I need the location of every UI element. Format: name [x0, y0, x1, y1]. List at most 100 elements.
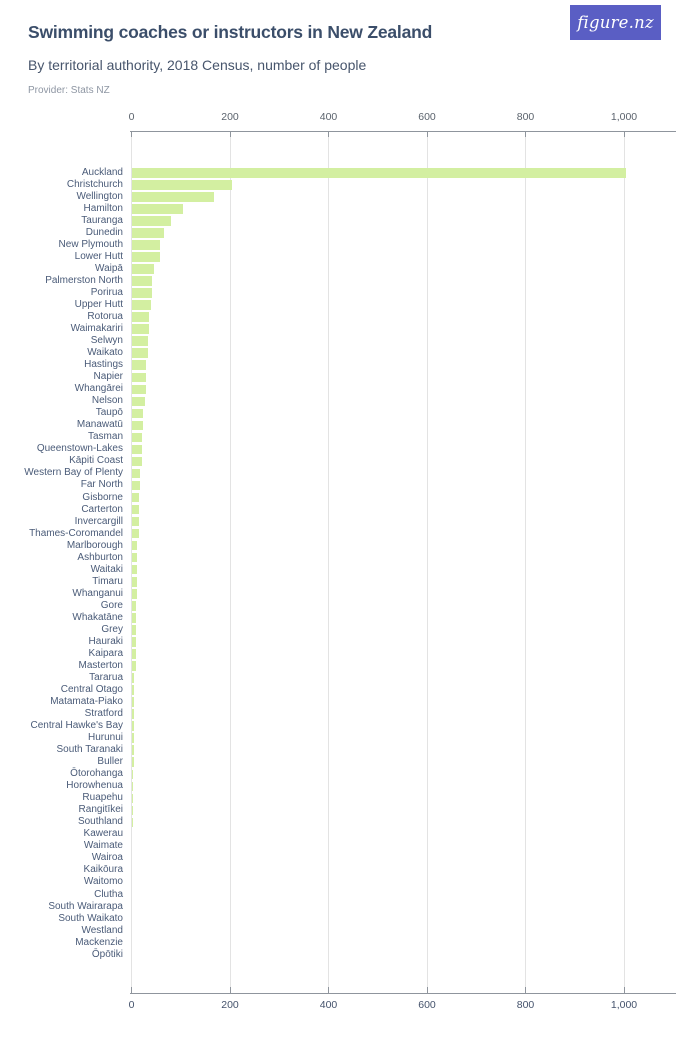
bar [131, 721, 135, 731]
row-label: Mackenzie [75, 936, 123, 948]
bar [131, 817, 133, 828]
row-label: Manawatū [76, 419, 123, 431]
bar [131, 228, 164, 238]
axis-tick-bottom [525, 987, 526, 993]
row-label: Waitomo [83, 876, 123, 888]
x-axis-tick-label-top: 600 [418, 111, 436, 123]
row-label: Kawerau [83, 828, 123, 840]
row-label: Ōtorohanga [70, 768, 123, 780]
row-label: Lower Hutt [74, 250, 123, 262]
page-title: Swimming coaches or instructors in New Z… [28, 22, 433, 42]
x-axis-tick-label-bottom: 800 [516, 999, 535, 1011]
row-label: Hamilton [83, 202, 123, 214]
row-label: Waipā [95, 262, 123, 274]
bar [131, 552, 138, 563]
row-label: Selwyn [90, 335, 123, 347]
bar [131, 264, 154, 274]
bar [131, 240, 160, 250]
bar [131, 589, 138, 599]
row-label: Clutha [94, 888, 123, 900]
x-axis-tick-label-bottom: 1,000 [610, 999, 638, 1011]
row-label: New Plymouth [58, 238, 123, 250]
bar [131, 300, 151, 310]
row-label: Matamata-Piako [50, 696, 123, 708]
x-axis-tick-label-bottom: 0 [128, 999, 135, 1011]
bar [131, 540, 138, 551]
axis-tick-top [328, 131, 329, 137]
row-label: Tasman [87, 431, 123, 443]
row-label: Hauraki [88, 635, 123, 647]
row-label: Masterton [78, 659, 123, 671]
row-label: Waitaki [90, 563, 123, 575]
x-axis-tick-label-top: 400 [319, 111, 338, 123]
bar [131, 733, 135, 743]
row-label: Gore [100, 599, 123, 611]
row-label: Rangitīkei [78, 804, 123, 816]
bar [131, 432, 142, 443]
bar [131, 492, 139, 503]
row-label: Central Hawke's Bay [30, 720, 124, 732]
x-axis-tick-label-bottom: 400 [319, 999, 338, 1011]
figure-nz-logo[interactable]: figure.nz [570, 5, 661, 40]
bar [131, 324, 150, 334]
gridline [328, 131, 329, 993]
x-axis-tick-label-top: 0 [128, 111, 135, 123]
bar [131, 336, 148, 346]
row-label: Central Otago [60, 683, 123, 695]
gridline [229, 131, 231, 993]
row-label: Nelson [91, 395, 123, 407]
row-label: Whangārei [74, 383, 123, 395]
row-label: Waimate [83, 840, 123, 852]
x-axis-tick-label-top: 200 [221, 111, 239, 123]
bar [131, 216, 172, 226]
bar [131, 408, 144, 419]
bar [131, 673, 135, 683]
row-label: Stratford [84, 708, 123, 720]
row-label: Gisborne [82, 491, 123, 503]
row-label: Porirua [90, 287, 123, 298]
row-label: Upper Hutt [74, 299, 123, 311]
row-label: Horowhenua [66, 780, 123, 792]
row-label: Ashburton [77, 551, 123, 563]
bar [131, 685, 135, 695]
row-label: Waimakariri [70, 323, 123, 335]
row-label: Grey [101, 623, 123, 635]
row-label: Wellington [76, 190, 123, 202]
row-label: South Waikato [58, 912, 123, 924]
bar [131, 649, 136, 659]
row-label: Auckland [81, 166, 123, 178]
bar [131, 204, 184, 214]
axis-tick-bottom [131, 987, 132, 993]
bar [131, 601, 136, 611]
gridline [525, 131, 526, 993]
bar [131, 276, 153, 286]
row-label: Napier [93, 371, 123, 383]
x-axis-line-top [130, 131, 676, 132]
bar [131, 396, 145, 407]
row-label: Western Bay of Plenty [24, 467, 123, 479]
row-label: Southland [77, 816, 123, 828]
gridline [623, 131, 625, 993]
bar [131, 180, 232, 190]
row-label: Invercargill [74, 515, 123, 527]
bar [131, 637, 136, 647]
axis-tick-bottom [229, 987, 231, 993]
bar [131, 348, 148, 358]
row-label: Whanganui [72, 587, 123, 599]
chart-subtitle: By territorial authority, 2018 Census, n… [28, 57, 367, 73]
bar [131, 745, 135, 755]
bar [131, 252, 160, 262]
bar [131, 528, 139, 539]
provider-credit: Provider: Stats NZ [28, 85, 110, 96]
bar [131, 192, 215, 202]
bar [131, 288, 153, 298]
bar [131, 516, 139, 527]
row-label: Whakatāne [72, 611, 123, 623]
row-label: Christchurch [66, 178, 123, 190]
axis-tick-bottom [426, 987, 428, 993]
bar [131, 757, 135, 767]
bar [131, 372, 147, 382]
bar [131, 360, 147, 370]
